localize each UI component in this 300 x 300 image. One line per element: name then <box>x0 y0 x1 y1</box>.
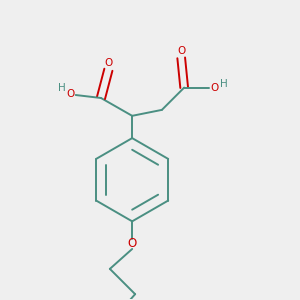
Text: H: H <box>58 83 65 94</box>
Text: O: O <box>177 46 185 56</box>
Text: O: O <box>66 89 74 99</box>
Text: O: O <box>105 58 113 68</box>
Text: O: O <box>128 237 137 250</box>
Text: H: H <box>220 79 228 89</box>
Text: O: O <box>211 82 219 93</box>
